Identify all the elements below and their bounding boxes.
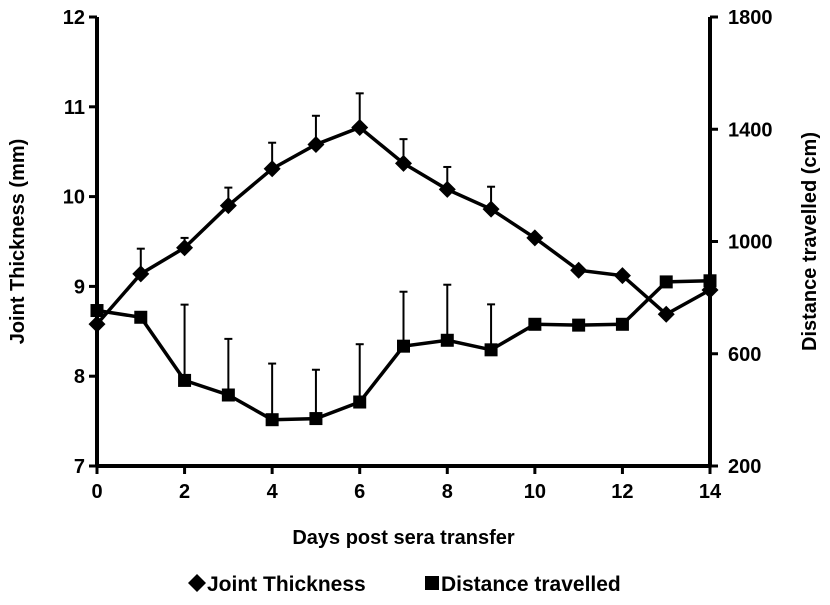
y2-tick-label: 1800 — [728, 7, 773, 29]
diamond-marker — [132, 265, 150, 283]
diamond-marker — [351, 118, 369, 136]
y-tick-label: 10 — [63, 187, 85, 209]
y-tick-label: 9 — [74, 276, 85, 298]
diamond-marker — [526, 229, 544, 247]
axis-labels: Days post sera transfer Joint Thickness … — [7, 132, 821, 549]
square-marker — [221, 388, 235, 402]
y-tick-label: 12 — [63, 7, 85, 29]
diamond-marker — [438, 180, 456, 198]
x-tick-label: 10 — [524, 481, 546, 503]
y-tick-label: 11 — [64, 97, 85, 119]
diamond-marker — [395, 154, 412, 172]
x-tick-label: 8 — [442, 481, 453, 503]
data-markers — [88, 118, 719, 427]
square-marker — [353, 395, 367, 409]
legend-label-distance-travelled: Distance travelled — [441, 573, 621, 596]
x-tick-label: 0 — [91, 481, 102, 503]
y2-axis-title: Distance travelled (cm) — [799, 132, 821, 351]
diamond-marker — [307, 136, 325, 154]
square-marker — [703, 274, 717, 288]
y2-tick-label: 200 — [728, 456, 761, 478]
diamond-marker — [263, 160, 281, 178]
diamond-marker — [570, 261, 588, 279]
legend-square-icon — [425, 576, 439, 590]
square-marker — [397, 339, 410, 353]
axes: 7 8 9 10 11 12 200 600 1000 1400 1800 0 2 4 6 8 10 12 14 — [63, 7, 773, 503]
y-tick-label: 8 — [74, 366, 85, 388]
y2-tick-label: 1400 — [728, 119, 773, 141]
diamond-marker — [176, 239, 194, 257]
square-marker — [134, 310, 148, 324]
square-marker — [572, 318, 586, 332]
diamond-marker — [482, 200, 500, 218]
square-marker — [659, 275, 673, 289]
legend-diamond-icon — [188, 574, 206, 592]
square-marker — [178, 373, 192, 387]
x-tick-label: 4 — [267, 481, 279, 503]
square-marker — [528, 317, 542, 331]
square-marker — [90, 304, 104, 318]
square-marker — [265, 413, 279, 427]
y2-tick-label: 1000 — [728, 232, 773, 254]
square-marker — [484, 343, 498, 357]
y-axis-title: Joint Thickness (mm) — [7, 139, 29, 345]
y-tick-label: 7 — [74, 456, 85, 478]
legend-label-joint-thickness: Joint Thickness — [207, 573, 366, 596]
x-axis-title: Days post sera transfer — [292, 527, 515, 549]
diamond-marker — [88, 315, 106, 333]
x-tick-label: 6 — [354, 481, 365, 503]
square-marker — [440, 333, 454, 347]
diamond-marker — [613, 267, 631, 285]
x-tick-label: 12 — [611, 481, 633, 503]
y2-tick-label: 600 — [728, 344, 761, 366]
square-marker — [615, 317, 629, 331]
legend: Joint Thickness Distance travelled — [188, 573, 621, 596]
x-tick-label: 14 — [699, 481, 722, 503]
diamond-marker — [219, 197, 237, 215]
square-marker — [309, 412, 323, 426]
x-tick-label: 2 — [179, 481, 190, 503]
diamond-marker — [657, 305, 675, 323]
